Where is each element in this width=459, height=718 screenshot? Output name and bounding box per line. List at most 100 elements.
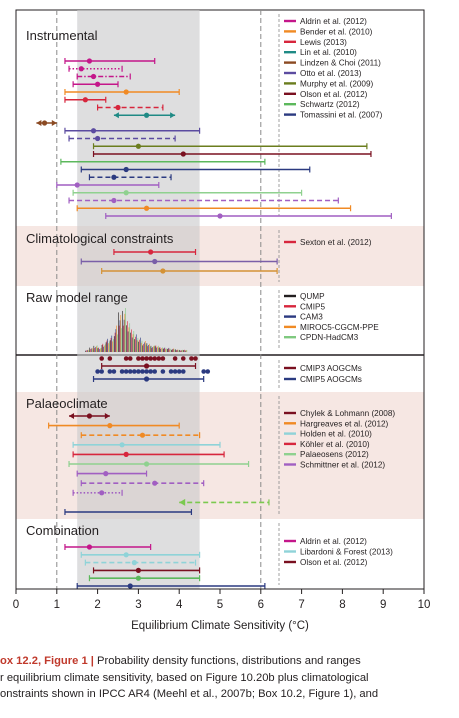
histogram-bar-5-4 — [109, 341, 110, 352]
histogram-bar-11-1 — [131, 329, 132, 352]
legend-label-p2-4: CPDN-HadCM3 — [300, 333, 359, 342]
histogram-bar-22-4 — [178, 350, 179, 352]
best-estimate-p1-2 — [160, 268, 166, 274]
arrow-right-p0-8 — [51, 120, 57, 126]
figure-caption: ox 12.2, Figure 1 | Probability density … — [0, 653, 459, 703]
arrow-left-p4-9 — [179, 498, 186, 506]
panel-title-0: Instrumental — [26, 28, 98, 43]
model-point-0-4 — [136, 356, 141, 361]
best-estimate-p0-5 — [82, 97, 88, 103]
model-point-1-19 — [205, 369, 211, 374]
histogram-bar-20-0 — [166, 349, 168, 352]
histogram-bar-18-0 — [158, 347, 160, 352]
best-estimate-p0-19 — [143, 205, 150, 211]
histogram-bar-6-0 — [109, 340, 111, 352]
legend-label-p4-1: Hargreaves et al. (2012) — [300, 419, 389, 428]
histogram-bar-21-4 — [174, 349, 175, 352]
histogram-bar-17-4 — [157, 345, 159, 352]
best-estimate-p4-1 — [107, 423, 113, 429]
best-estimate-p5-0 — [86, 544, 93, 550]
x-tick-label-10: 10 — [418, 599, 431, 611]
histogram-bar-13-2 — [140, 337, 141, 352]
model-point-1-11 — [148, 369, 153, 374]
model-point-1-17 — [180, 369, 186, 374]
histogram-bar-19-4 — [166, 348, 167, 352]
histogram-bar-14-2 — [144, 342, 145, 352]
legend-label-p5-0: Aldrin et al. (2012) — [300, 537, 367, 546]
histogram-bar-23-3 — [181, 350, 183, 352]
histogram-bar-7-1 — [114, 332, 116, 352]
x-axis: 0 1 2 3 4 5 6 7 8 9 10 Equilibrium Climate Sensitiv… — [13, 588, 431, 632]
best-estimate-p0-17 — [123, 190, 129, 196]
legend-label-p4-4: Palaeosens (2012) — [300, 450, 369, 459]
histogram-bar-24-4 — [186, 349, 188, 352]
histogram-bar-5-3 — [108, 343, 109, 352]
histogram-bar-2-2 — [95, 347, 96, 352]
histogram-bar-6-3 — [112, 341, 113, 352]
model-point-0-6 — [144, 356, 149, 361]
legend-label-p0-8: Schwartz (2012) — [300, 100, 360, 109]
panel-title-5: Combination — [26, 523, 99, 538]
legend-label-p2-3: MIROC5-CGCM-PPE — [300, 323, 379, 332]
histogram-bar-0-0 — [85, 350, 86, 352]
histogram-bar-6-2 — [111, 335, 113, 352]
histogram-bar-10-3 — [128, 327, 130, 352]
legend-label-p5-2: Olson et al. (2012) — [300, 558, 368, 567]
histogram-bar-9-3 — [124, 313, 126, 352]
histogram-bar-0-1 — [86, 350, 87, 352]
best-estimate-p5-5 — [127, 583, 133, 589]
legend-label-p4-2: Holden et al. (2010) — [300, 430, 372, 439]
histogram-bar-12-0 — [134, 339, 135, 352]
histogram-bar-23-0 — [179, 349, 180, 352]
histogram-bar-7-4 — [117, 334, 118, 352]
histogram-bar-16-0 — [150, 345, 152, 352]
legend-label-p4-3: Köhler et al. (2010) — [300, 440, 370, 449]
histogram-bar-8-4 — [121, 328, 122, 352]
range-marks — [36, 58, 392, 589]
histogram-bar-5-1 — [106, 340, 108, 352]
model-point-1-12 — [152, 369, 158, 374]
model-point-1-5 — [123, 369, 129, 374]
x-tick-label-9: 9 — [380, 599, 386, 611]
histogram-bar-19-2 — [164, 347, 166, 352]
panel-title-1: Climatological constraints — [26, 231, 174, 246]
histogram-bar-24-3 — [185, 350, 187, 352]
legend-label-p0-4: Lindzen & Choi (2011) — [300, 59, 381, 68]
best-estimate-p3-1 — [143, 376, 150, 382]
histogram-bar-2-1 — [94, 348, 95, 352]
histogram-bar-3-1 — [98, 347, 100, 352]
legend-label-p0-6: Murphy et al. (2009) — [300, 79, 374, 88]
histogram-bar-11-3 — [132, 334, 134, 352]
arrow-right-p0-7 — [170, 112, 176, 119]
model-point-1-6 — [127, 369, 133, 374]
model-point-0-0 — [99, 356, 104, 361]
histogram-bar-9-2 — [123, 319, 125, 352]
histogram-bar-4-1 — [102, 343, 104, 352]
model-point-1-4 — [119, 369, 125, 374]
best-estimate-p4-0 — [86, 413, 93, 419]
histogram-bar-14-3 — [144, 341, 146, 352]
best-estimate-p4-7 — [152, 480, 158, 486]
model-point-0-1 — [107, 356, 113, 361]
histogram-bar-20-4 — [170, 348, 171, 352]
histogram-bar-3-3 — [100, 348, 101, 352]
histogram-bar-22-1 — [175, 350, 177, 352]
histogram-bar-22-0 — [175, 349, 176, 352]
legend-label-p2-0: QUMP — [300, 292, 325, 301]
histogram-bar-15-4 — [149, 346, 151, 352]
best-estimate-p0-11 — [135, 143, 141, 149]
histogram-bar-1-4 — [92, 349, 94, 352]
histogram-bar-4-0 — [101, 344, 103, 352]
histogram-bar-23-4 — [182, 349, 184, 352]
best-estimate-p0-10 — [95, 135, 101, 142]
histogram-bar-20-2 — [168, 347, 170, 352]
caption-line-3: onstraints shown in IPCC AR4 (Meehl et a… — [0, 688, 379, 700]
histogram-bar-9-4 — [125, 308, 126, 352]
histogram-bar-8-3 — [120, 315, 122, 352]
histogram-bar-9-1 — [122, 325, 124, 352]
model-point-1-2 — [107, 369, 113, 374]
legend-label-p3-0: CMIP3 AOGCMs — [300, 364, 362, 373]
histogram-bar-7-3 — [116, 325, 117, 352]
histogram-bar-15-0 — [146, 343, 148, 352]
